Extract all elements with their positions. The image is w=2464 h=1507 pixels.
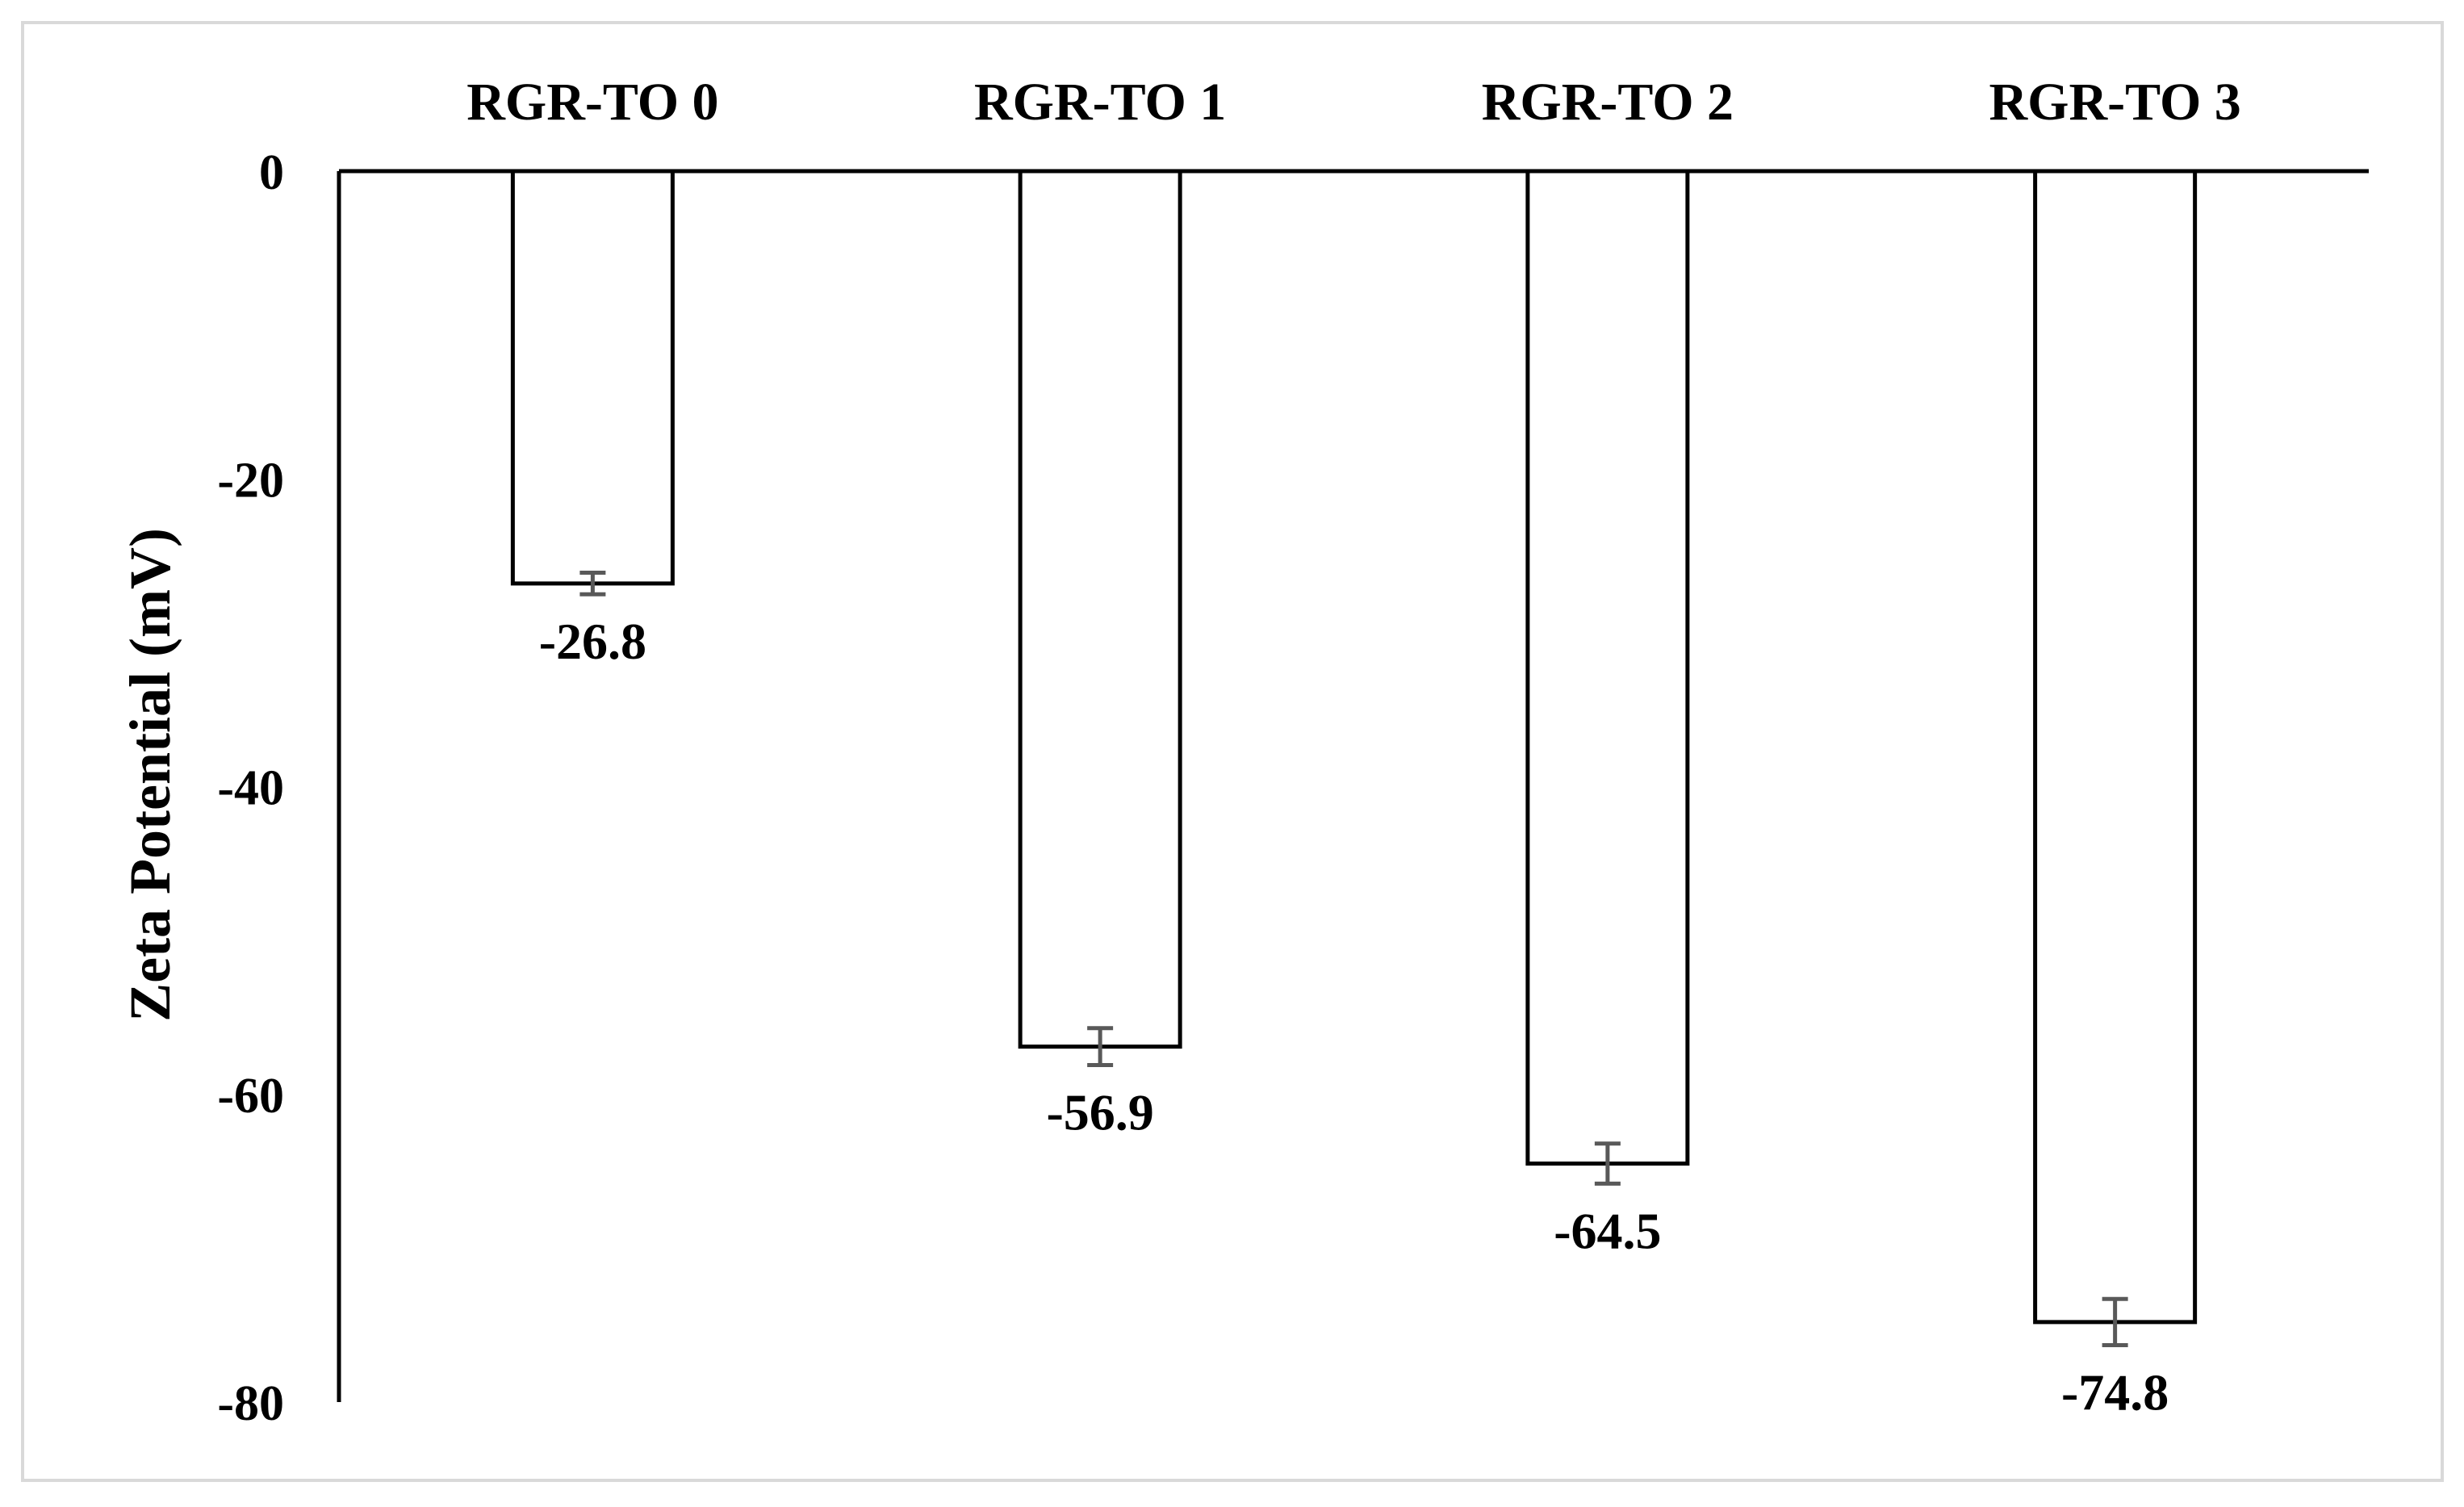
category-label: RGR-TO 1 [974,73,1226,132]
data-labels: -26.8 -56.9 -64.5 -74.8 [539,613,2169,1421]
y-tick-label: -80 [217,1376,284,1431]
y-tick-labels: 0 -20 -40 -60 -80 [217,145,284,1431]
y-tick-label: 0 [259,145,284,200]
category-label: RGR-TO 2 [1482,73,1734,132]
bar [2033,169,2198,1325]
y-tick-label: -60 [217,1069,284,1124]
data-label: -64.5 [1554,1202,1661,1259]
data-label: -26.8 [539,613,646,670]
data-label: -56.9 [1046,1084,1153,1141]
category-label: RGR-TO 3 [1989,73,2240,132]
category-label: RGR-TO 0 [466,73,718,132]
y-tick-label: -40 [217,761,284,816]
bar [1018,169,1182,1049]
error-bar [1594,1141,1621,1186]
data-label: -74.8 [2061,1363,2169,1421]
y-tick-label: -20 [217,453,284,508]
error-bars [579,571,2128,1347]
y-axis-title: Zeta Potential (mV) [118,528,182,1022]
error-bar [1087,1026,1114,1068]
error-bar [2102,1296,2128,1347]
error-bar [579,571,606,597]
bars [510,169,2198,1325]
bar [1525,169,1690,1166]
category-labels: RGR-TO 0 RGR-TO 1 RGR-TO 2 RGR-TO 3 [466,73,2241,132]
bar [510,169,675,586]
